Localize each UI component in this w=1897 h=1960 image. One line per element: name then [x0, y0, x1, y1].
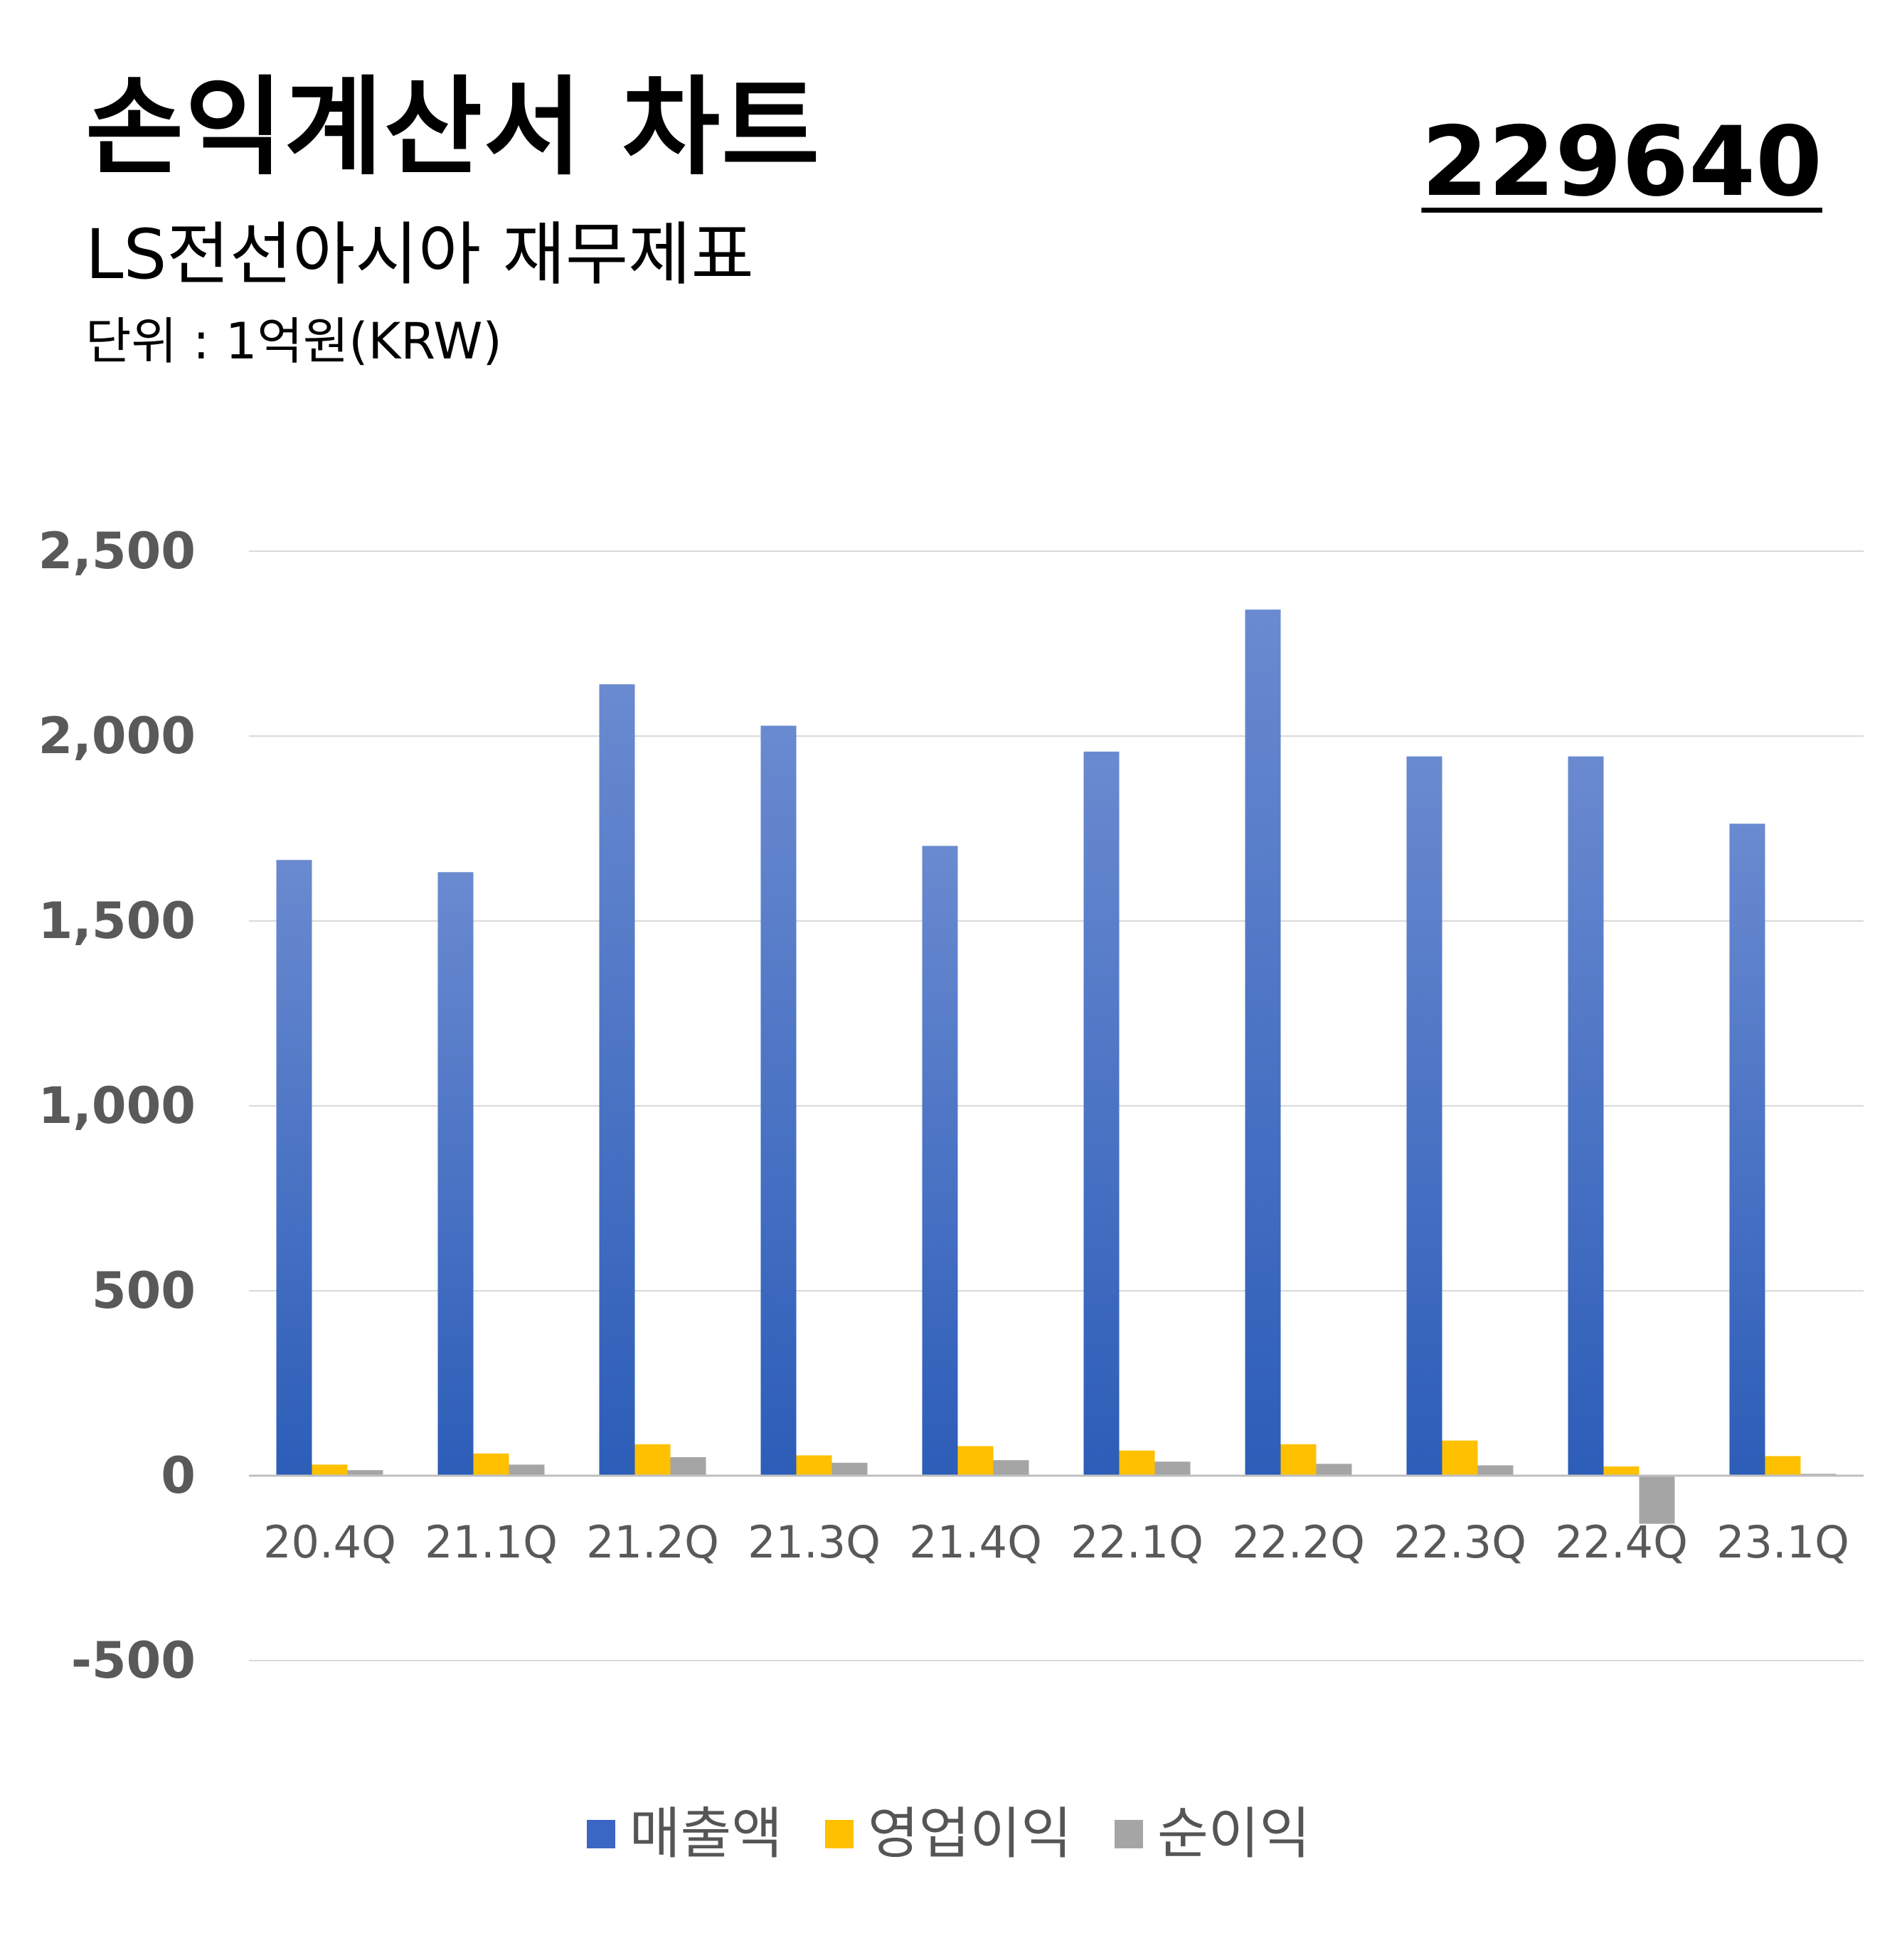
bar-operating-profit	[1765, 1456, 1801, 1476]
legend-item-net-income: 순이익	[1115, 1806, 1310, 1862]
gridlines	[249, 550, 1864, 1661]
bar-revenue	[1406, 756, 1442, 1476]
y-tick-label: 500	[92, 1262, 196, 1320]
bar-revenue	[1083, 751, 1120, 1476]
bar-operating-profit	[634, 1444, 671, 1476]
bar-net-income	[1154, 1461, 1191, 1476]
bar-revenue	[1729, 824, 1765, 1476]
y-tick-label: 2,500	[38, 522, 196, 580]
bar-revenue	[437, 872, 474, 1476]
axes: 2,500 2,000 1,500 1,000 500 0 -500 20.4Q 21.1Q 21…	[38, 522, 1864, 1690]
legend-label-operating-profit: 영업이익	[867, 1802, 1073, 1866]
bar-operating-profit	[312, 1464, 348, 1476]
bar-operating-profit	[1280, 1444, 1317, 1476]
x-tick-label: 21.1Q	[425, 1516, 558, 1568]
bar-net-income	[670, 1457, 706, 1476]
y-tick-label: -500	[71, 1631, 196, 1690]
legend-item-operating-profit: 영업이익	[824, 1802, 1073, 1866]
bar-revenue	[760, 725, 797, 1476]
legend-swatch-operating-profit	[824, 1820, 854, 1848]
bar-net-income	[1639, 1476, 1675, 1524]
x-tick-label: 20.4Q	[263, 1516, 396, 1568]
bar-net-income	[347, 1470, 383, 1476]
bar-revenue	[599, 684, 635, 1476]
bar-net-income	[831, 1462, 868, 1476]
bar-net-income	[993, 1460, 1029, 1476]
bar-revenue	[276, 860, 312, 1476]
x-tick-label: 22.2Q	[1232, 1516, 1365, 1568]
bar-revenue	[1245, 609, 1281, 1476]
stock-code: 229640	[1421, 106, 1822, 218]
bar-net-income	[509, 1464, 545, 1476]
bar-net-income	[1477, 1465, 1514, 1476]
x-tick-label: 22.4Q	[1555, 1516, 1688, 1568]
bar-revenue	[1568, 756, 1604, 1476]
chart-subtitle: LS전선아시아 재무제표	[85, 215, 754, 294]
bar-operating-profit	[1603, 1466, 1640, 1476]
x-tick-label: 21.3Q	[748, 1516, 881, 1568]
bar-operating-profit	[1119, 1450, 1155, 1476]
unit-label: 단위 : 1억원(KRW)	[85, 312, 502, 371]
legend-label-revenue: 매출액	[629, 1802, 782, 1866]
legend-swatch-net-income	[1115, 1820, 1144, 1848]
legend-label-net-income: 순이익	[1157, 1802, 1311, 1866]
x-tick-label: 23.1Q	[1716, 1516, 1849, 1568]
x-tick-label: 22.1Q	[1070, 1516, 1203, 1568]
y-tick-label: 0	[161, 1447, 196, 1505]
y-tick-label: 1,500	[38, 892, 196, 950]
bars	[276, 609, 1837, 1524]
legend-item-revenue: 매출액	[586, 1802, 782, 1866]
y-tick-label: 2,000	[38, 707, 196, 765]
x-tick-label: 21.4Q	[909, 1516, 1042, 1568]
chart-title: 손익계산서 차트	[85, 66, 822, 190]
y-tick-label: 1,000	[38, 1077, 196, 1135]
legend-swatch-revenue	[586, 1820, 615, 1848]
bar-operating-profit	[473, 1453, 509, 1476]
x-tick-label: 22.3Q	[1393, 1516, 1526, 1568]
bar-operating-profit	[1442, 1440, 1478, 1476]
bar-operating-profit	[796, 1455, 832, 1476]
x-tick-label: 21.2Q	[586, 1516, 719, 1568]
bar-net-income	[1316, 1464, 1352, 1476]
legend: 매출액 영업이익 순이익	[0, 1806, 1897, 1862]
bar-revenue	[922, 846, 958, 1476]
bar-operating-profit	[957, 1446, 994, 1476]
